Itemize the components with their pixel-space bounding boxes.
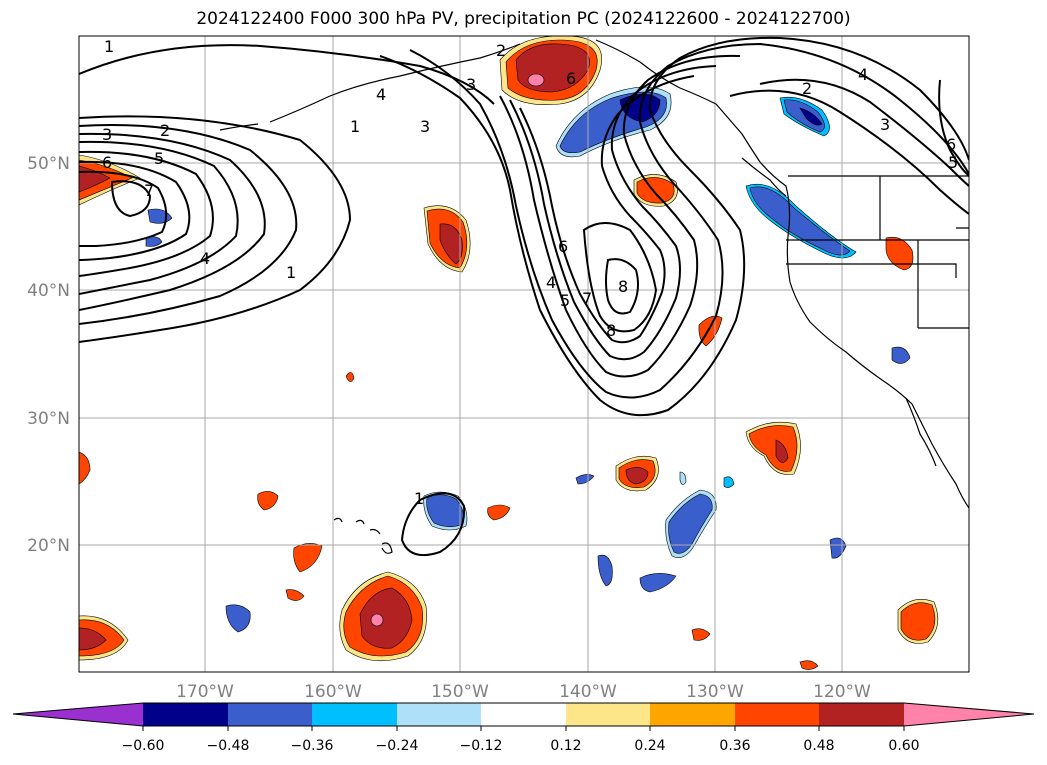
lat-label-20n: 20°N: [27, 536, 70, 556]
colorbar-tick-label: −0.24: [376, 738, 419, 754]
colorbar-tick-label: 0.36: [719, 738, 750, 754]
baja-coast: [905, 397, 937, 467]
contour-label-3: 3: [466, 75, 476, 94]
colorbar-bin: [481, 703, 566, 726]
contour-labels: 1 1 1 1 2 2 2 3 3 3 3 4 4 4 4 5 5 5 6 6 …: [102, 37, 958, 508]
lon-label-140w: 140°W: [559, 682, 617, 702]
colorbar-tick-label: −0.36: [291, 738, 334, 754]
contour-label-7: 7: [144, 181, 154, 200]
map-frame: [78, 35, 970, 673]
map-area: 1 1 1 1 2 2 2 3 3 3 3 4 4 4 4 5 5 5 6 6 …: [79, 36, 969, 672]
colorbar: −0.60 −0.48 −0.36 −0.24 −0.12 0.12 0.24 …: [12, 702, 1035, 754]
lon-label-120w: 120°W: [813, 682, 871, 702]
precip-positive-areas: [79, 36, 939, 670]
pv-contour-trough: [379, 36, 969, 417]
contour-label-2: 2: [802, 79, 812, 98]
colorbar-tick-label: 0.12: [550, 738, 581, 754]
precip-area-ne-corner: [885, 236, 914, 271]
colorbar-tick-label: −0.48: [207, 738, 250, 754]
colorbar-extend-low: [13, 703, 143, 726]
contour-label-3: 3: [420, 117, 430, 136]
lon-label-150w: 150°W: [431, 682, 489, 702]
contour-label-8: 8: [606, 321, 616, 340]
contour-label-2: 2: [496, 41, 506, 60]
contour-label-1: 1: [286, 263, 296, 282]
contour-label-7: 7: [582, 289, 592, 308]
lon-label-170w: 170°W: [176, 682, 234, 702]
colorbar-bin: [312, 703, 397, 726]
pv-contour-hawaii-1: [400, 492, 466, 556]
colorbar-bin: [228, 703, 312, 726]
contour-label-6: 6: [558, 237, 568, 256]
lon-label-130w: 130°W: [686, 682, 744, 702]
colorbar-tick-label: −0.12: [460, 738, 503, 754]
pv-contours: [79, 36, 969, 556]
contour-label-5: 5: [948, 153, 958, 172]
colorbar-tick-label: 0.48: [803, 738, 834, 754]
contour-label-4: 4: [200, 249, 210, 268]
lat-label-50n: 50°N: [27, 154, 70, 174]
gridlines: [79, 36, 969, 672]
pv-contour-east: [729, 89, 969, 215]
contour-label-4: 4: [546, 273, 556, 292]
contour-label-6: 6: [566, 69, 576, 88]
lat-label-30n: 30°N: [27, 409, 70, 429]
alaska-coast: [269, 43, 521, 123]
colorbar-bin: [143, 703, 228, 726]
coastlines: [219, 39, 969, 554]
contour-label-1: 1: [350, 117, 360, 136]
colorbar-bin: [819, 703, 904, 726]
colorbar-bin: [566, 703, 650, 726]
map-title: 2024122400 F000 300 hPa PV, precipitatio…: [196, 9, 851, 29]
north-america-coast: [595, 39, 969, 509]
colorbar-extend-high: [904, 703, 1034, 726]
contour-label-5: 5: [560, 291, 570, 310]
colorbar-bin: [735, 703, 819, 726]
precip-area-west-south-edge: [79, 451, 91, 485]
contour-label-6: 6: [102, 153, 112, 172]
contour-label-4: 4: [858, 65, 868, 84]
colorbar-tick-label: −0.60: [122, 738, 165, 754]
lat-label-40n: 40°N: [27, 281, 70, 301]
longitude-labels: 170°W 160°W 150°W 140°W 130°W 120°W: [176, 682, 871, 702]
hawaii-islands: [333, 517, 393, 554]
latitude-labels: 50°N 40°N 30°N 20°N: [27, 154, 70, 556]
contour-label-3: 3: [102, 125, 112, 144]
colorbar-tick-label: 0.24: [634, 738, 665, 754]
colorbar-tick-label: 0.60: [888, 738, 919, 754]
contour-label-2: 2: [160, 121, 170, 140]
contour-label-1: 1: [414, 489, 424, 508]
state-borders: [786, 176, 969, 329]
contour-label-5: 5: [154, 149, 164, 168]
colorbar-bin: [650, 703, 735, 726]
contour-label-4: 4: [376, 85, 386, 104]
contour-label-6: 6: [946, 135, 956, 154]
contour-label-8: 8: [618, 277, 628, 296]
colorbar-bin: [397, 703, 481, 726]
contour-label-3: 3: [880, 115, 890, 134]
lon-label-160w: 160°W: [304, 682, 362, 702]
contour-label-1: 1: [104, 37, 114, 56]
